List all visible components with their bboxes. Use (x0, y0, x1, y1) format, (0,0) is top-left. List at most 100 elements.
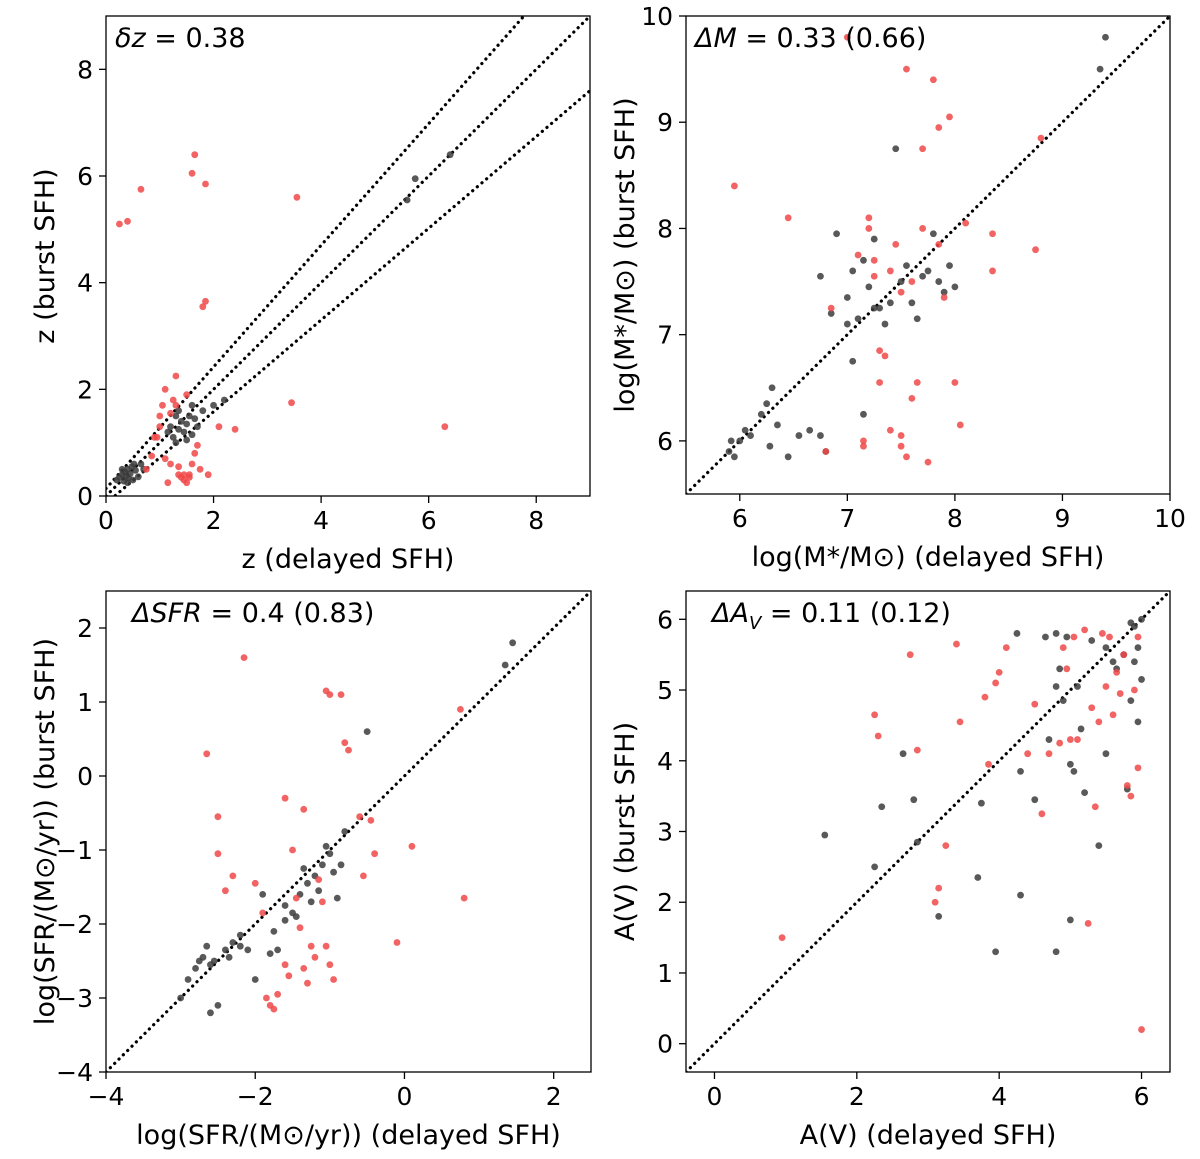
data-point-red (281, 794, 289, 802)
data-point-red (865, 214, 873, 222)
data-point-black (827, 310, 835, 317)
series-red (116, 151, 449, 487)
data-point-red (288, 399, 295, 407)
data-point-black (736, 437, 744, 445)
data-point-red (929, 76, 937, 84)
data-point-black (843, 294, 851, 301)
data-point-red (1120, 651, 1128, 659)
data-point-black (199, 407, 207, 415)
data-point-red (854, 251, 862, 259)
data-point-red (164, 479, 172, 487)
plot-frame (105, 590, 592, 1073)
data-point-black (403, 196, 411, 204)
data-point-red (827, 304, 835, 312)
data-point-red (1002, 644, 1010, 651)
data-point-red (962, 219, 970, 227)
data-point-red (148, 452, 156, 460)
data-point-black (1074, 683, 1081, 690)
data-point-black (876, 304, 883, 312)
data-point-black (236, 942, 244, 950)
data-point-red (159, 401, 166, 409)
data-point-red (169, 396, 177, 404)
data-point-red (1106, 633, 1113, 641)
x-tick-label: 6 (421, 506, 437, 535)
data-point-black (210, 957, 218, 965)
data-point-red (367, 817, 375, 824)
y-tick-label: 10 (641, 2, 673, 31)
y-tick-label: 3 (657, 818, 673, 847)
data-point-black (913, 838, 921, 846)
data-point-red (180, 471, 188, 479)
data-point-red (992, 679, 1000, 687)
data-point-red (188, 460, 196, 468)
data-point-black (221, 946, 229, 954)
data-point-black (1102, 644, 1110, 651)
data-point-black (326, 850, 334, 858)
data-point-black (774, 421, 781, 429)
data-point-black (274, 946, 282, 954)
data-point-red (1031, 700, 1039, 708)
data-point-red (935, 884, 943, 892)
data-point-red (214, 850, 222, 858)
data-point-black (806, 426, 814, 434)
x-tick-label: 7 (839, 504, 855, 533)
data-point-red (307, 942, 315, 950)
data-point-red (292, 894, 300, 902)
data-point-black (946, 262, 953, 270)
y-tick-label: 0 (77, 482, 93, 511)
data-point-red (196, 465, 204, 473)
x-tick-label: 4 (313, 506, 329, 535)
data-point-black (330, 868, 337, 876)
data-point-red (202, 297, 209, 305)
data-point-black (795, 432, 803, 439)
x-axis-label: A(V) (delayed SFH) (800, 1120, 1057, 1151)
data-point-red (860, 437, 867, 445)
data-point-red (874, 732, 882, 740)
data-point-red (156, 423, 164, 431)
data-point-red (897, 432, 905, 439)
plot-frame (685, 15, 1171, 495)
data-point-red (903, 453, 910, 461)
data-point-red (822, 448, 830, 455)
panel-annotation: ΔSFR = 0.4 (0.83) (130, 598, 374, 629)
data-point-red (940, 294, 948, 301)
data-point-black (184, 976, 192, 983)
data-point-red (876, 347, 883, 354)
data-point-red (167, 409, 174, 417)
reference-line (106, 16, 590, 496)
data-point-black (118, 465, 126, 473)
data-point-black (175, 407, 183, 415)
data-point-black (908, 299, 916, 307)
data-point-red (203, 750, 211, 758)
data-point-red (985, 760, 992, 768)
data-point-black (1017, 767, 1024, 775)
y-tick-label: 8 (77, 55, 93, 84)
data-point-red (1074, 736, 1081, 743)
data-point-black (741, 426, 749, 434)
data-point-black (1070, 767, 1078, 775)
data-point-black (266, 950, 274, 957)
x-tick-label: 2 (849, 1082, 865, 1111)
data-point-red (784, 214, 792, 222)
data-point-black (1102, 750, 1110, 758)
data-point-red (202, 180, 209, 188)
data-point-black (929, 230, 937, 238)
series-black (725, 33, 1109, 461)
data-point-black (192, 965, 199, 972)
data-point-red (897, 288, 905, 296)
data-point-red (1134, 764, 1142, 772)
data-point-black (177, 417, 185, 425)
data-point-red (935, 124, 943, 131)
data-point-red (956, 421, 964, 429)
data-point-black (169, 433, 177, 441)
data-point-red (167, 460, 174, 468)
data-point-red (318, 898, 326, 906)
data-point-red (1084, 920, 1092, 927)
data-point-black (1095, 842, 1103, 850)
data-point-red (870, 272, 878, 280)
data-point-red (153, 433, 161, 441)
data-point-black (199, 953, 207, 961)
data-point-black (175, 425, 183, 433)
data-point-red (341, 739, 349, 747)
